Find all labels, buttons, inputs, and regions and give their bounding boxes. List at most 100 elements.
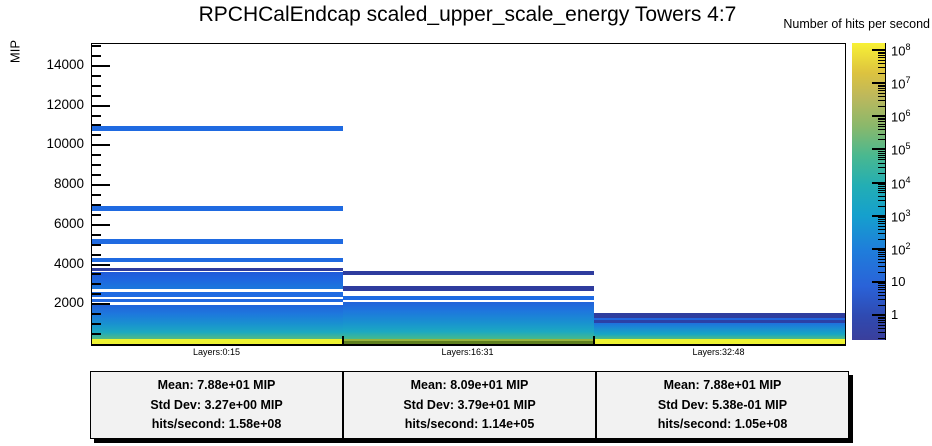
colorbar-minor-tick bbox=[878, 88, 885, 90]
colorbar-tick-label: 106 bbox=[891, 108, 911, 125]
colorbar-minor-tick bbox=[878, 192, 885, 194]
colorbar-minor-tick bbox=[878, 106, 885, 108]
heatmap-band bbox=[343, 270, 594, 275]
colorbar-minor-tick bbox=[878, 152, 885, 154]
colorbar-minor-tick bbox=[878, 189, 885, 191]
colorbar-minor-tick bbox=[878, 51, 885, 53]
colorbar-title: Number of hits per second bbox=[783, 17, 930, 31]
stats-box: Mean: 7.88e+01 MIP Std Dev: 3.27e+00 MIP h… bbox=[90, 371, 343, 439]
y-minor-tick bbox=[92, 323, 101, 326]
heatmap-panel bbox=[594, 44, 845, 344]
y-minor-tick bbox=[92, 213, 101, 216]
colorbar-tick-label: 102 bbox=[891, 240, 911, 258]
colorbar-minor-tick bbox=[878, 253, 885, 255]
colorbar-minor-tick bbox=[878, 320, 885, 322]
y-tick-label: 10000 bbox=[46, 136, 84, 152]
y-minor-tick bbox=[92, 94, 101, 97]
colorbar-tick-label: 107 bbox=[891, 75, 911, 92]
y-minor-tick bbox=[92, 174, 101, 177]
heatmap-panels bbox=[92, 44, 845, 344]
colorbar-minor-tick bbox=[878, 195, 885, 197]
colorbar-minor-tick bbox=[878, 295, 885, 297]
y-major-tick bbox=[92, 223, 110, 226]
y-minor-tick bbox=[92, 114, 101, 117]
y-major-tick bbox=[92, 263, 110, 266]
colorbar-major-tick bbox=[872, 49, 885, 51]
heatmap-band bbox=[92, 271, 343, 289]
colorbar-minor-tick bbox=[878, 119, 885, 121]
heatmap-band bbox=[92, 268, 343, 272]
heatmap-band bbox=[92, 339, 343, 344]
colorbar-major-tick bbox=[872, 181, 885, 184]
x-axis-labels: Layers:0:15 Layers:16:31 Layers:32:48 bbox=[91, 347, 844, 357]
colorbar-minor-tick bbox=[878, 86, 885, 88]
colorbar-minor-tick bbox=[878, 59, 885, 61]
colorbar-minor-tick bbox=[878, 250, 885, 252]
heatmap-band bbox=[343, 341, 594, 344]
colorbar-minor-tick bbox=[878, 289, 885, 291]
y-minor-tick bbox=[92, 44, 101, 47]
y-minor-tick bbox=[92, 253, 101, 256]
y-tick-label: 14000 bbox=[46, 56, 84, 72]
colorbar-minor-tick bbox=[878, 285, 885, 287]
colorbar-minor-tick bbox=[878, 238, 885, 240]
colorbar-minor-tick bbox=[878, 117, 885, 119]
y-minor-tick bbox=[92, 293, 101, 296]
colorbar-minor-tick bbox=[878, 220, 885, 222]
stats-line: Mean: 7.88e+01 MIP bbox=[663, 378, 782, 392]
colorbar-tick-label: 10 bbox=[891, 273, 906, 289]
colorbar-major-tick bbox=[872, 314, 885, 316]
y-tick-label: 12000 bbox=[46, 96, 84, 112]
y-minor-tick bbox=[92, 243, 101, 246]
colorbar-tick-labels: 108 107 106 105 104 103 102 10 1 bbox=[891, 42, 932, 343]
heatmap-band bbox=[92, 292, 343, 297]
y-minor-tick bbox=[92, 333, 101, 336]
colorbar-minor-tick bbox=[878, 154, 885, 156]
heatmap-band bbox=[343, 339, 594, 342]
heatmap-band bbox=[92, 298, 343, 303]
colorbar-major-tick bbox=[872, 247, 885, 250]
heatmap-band bbox=[594, 320, 845, 323]
colorbar-tick-label: 103 bbox=[891, 207, 911, 224]
colorbar-minor-tick bbox=[878, 283, 885, 285]
colorbar-minor-tick bbox=[878, 225, 885, 227]
colorbar-minor-tick bbox=[878, 232, 885, 234]
colorbar-major-tick bbox=[872, 82, 885, 85]
colorbar-minor-tick bbox=[878, 299, 885, 301]
colorbar-minor-tick bbox=[878, 96, 885, 98]
y-minor-tick bbox=[92, 233, 101, 236]
colorbar-major-tick bbox=[872, 214, 885, 217]
y-minor-tick bbox=[92, 193, 101, 196]
colorbar-minor-tick bbox=[878, 123, 885, 125]
y-tick-label: 2000 bbox=[53, 295, 84, 311]
y-minor-tick bbox=[92, 154, 101, 157]
y-minor-tick bbox=[92, 203, 101, 206]
colorbar-minor-tick bbox=[878, 205, 885, 207]
colorbar-minor-tick bbox=[878, 322, 885, 324]
colorbar-tick-label: 1 bbox=[891, 307, 899, 322]
plot-frame bbox=[91, 43, 846, 346]
stats-box: Mean: 7.88e+01 MIP Std Dev: 5.38e-01 MIP h… bbox=[596, 371, 849, 439]
stats-line: Std Dev: 5.38e-01 MIP bbox=[657, 397, 788, 412]
stats-line: Mean: 7.88e+01 MIP bbox=[157, 378, 276, 392]
stats-line: hits/second: 1.05e+08 bbox=[657, 417, 788, 431]
heatmap-band bbox=[92, 304, 343, 340]
heatmap-band bbox=[343, 295, 594, 300]
colorbar-minor-tick bbox=[878, 251, 885, 253]
heatmap-band bbox=[594, 317, 845, 321]
colorbar-tick-label: 108 bbox=[891, 42, 911, 59]
x-axis-panel-label: Layers:0:15 bbox=[192, 347, 241, 357]
y-minor-tick bbox=[92, 313, 101, 316]
colorbar-minor-tick bbox=[878, 187, 885, 189]
stats-line: Mean: 8.09e+01 MIP bbox=[410, 378, 529, 392]
y-minor-tick bbox=[92, 164, 101, 167]
y-minor-tick bbox=[92, 74, 101, 77]
stats-line: hits/second: 1.14e+05 bbox=[404, 417, 535, 431]
colorbar-minor-tick bbox=[878, 328, 885, 330]
colorbar-minor-tick bbox=[878, 256, 885, 258]
colorbar-minor-tick bbox=[878, 57, 885, 59]
y-tick-label: 8000 bbox=[53, 176, 84, 192]
colorbar-minor-tick bbox=[878, 172, 885, 174]
colorbar-minor-tick bbox=[878, 324, 885, 326]
